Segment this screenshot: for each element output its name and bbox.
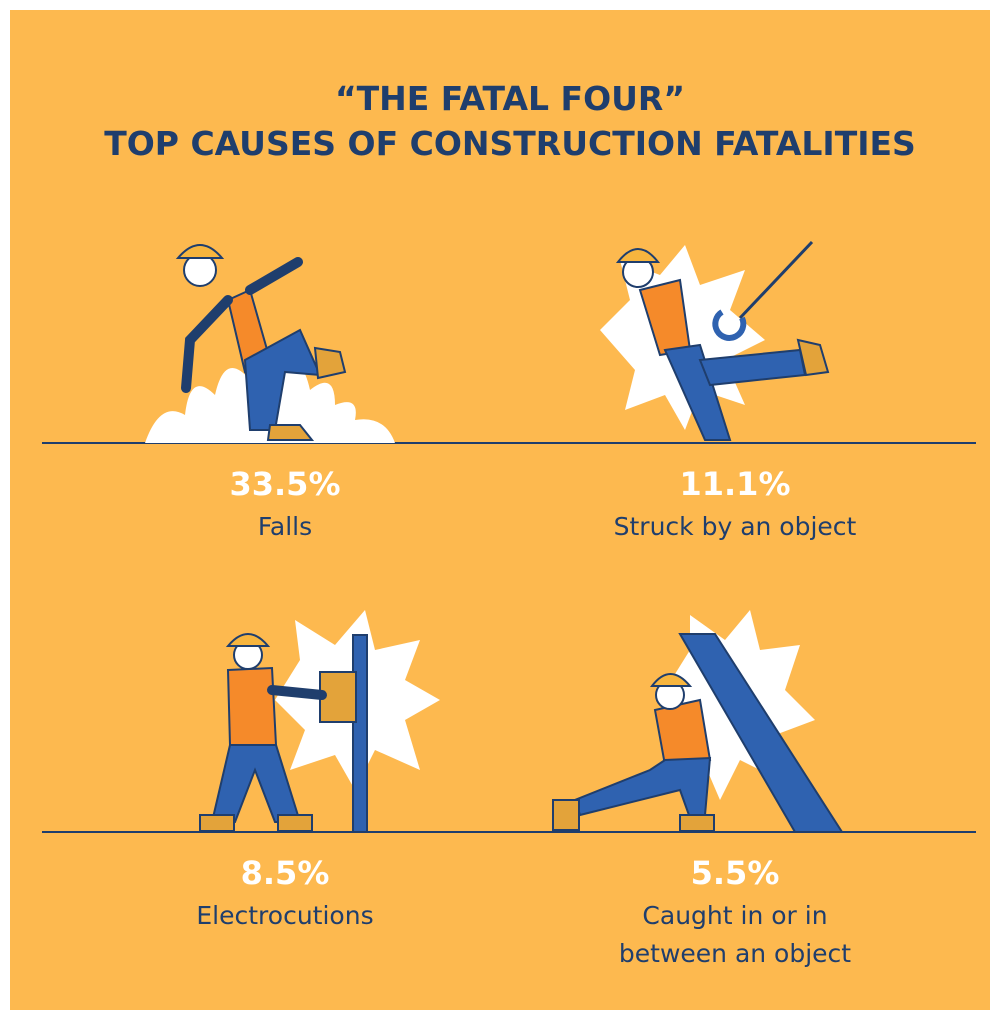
- cause-label: Falls: [258, 512, 312, 541]
- cause-label: between an object: [619, 939, 851, 968]
- title: “THE FATAL FOUR”: [335, 79, 685, 118]
- percentage: 8.5%: [241, 854, 330, 892]
- cause-label: Caught in or in: [642, 901, 827, 930]
- infographic: “THE FATAL FOUR” TOP CAUSES OF CONSTRUCTI…: [0, 0, 1000, 1021]
- cause-label: Electrocutions: [196, 901, 373, 930]
- percentage: 5.5%: [691, 854, 780, 892]
- cause-label: Struck by an object: [614, 512, 857, 541]
- title: TOP CAUSES OF CONSTRUCTION FATALITIES: [104, 124, 916, 163]
- percentage: 11.1%: [679, 465, 790, 503]
- percentage: 33.5%: [229, 465, 340, 503]
